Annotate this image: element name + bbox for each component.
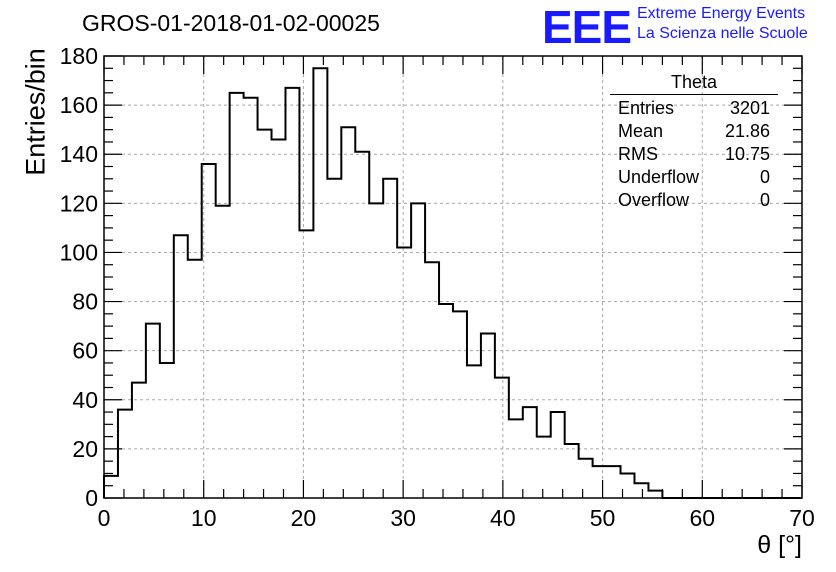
histogram-bin <box>174 235 188 498</box>
x-tick-label: 70 <box>789 505 815 531</box>
stat-value: 3201 <box>729 98 770 118</box>
stat-value: 10.75 <box>724 144 770 164</box>
x-tick-label: 40 <box>490 505 516 531</box>
histogram-bin <box>495 378 509 498</box>
stat-label: Underflow <box>618 167 700 187</box>
x-axis-label: θ [°] <box>757 531 802 559</box>
x-tick-label: 50 <box>590 505 616 531</box>
stat-value: 21.86 <box>724 121 770 141</box>
histogram-bin <box>397 248 411 498</box>
chart-title: GROS-01-2018-01-02-00025 <box>82 10 380 36</box>
histogram-bin <box>202 164 216 498</box>
histogram-bin <box>523 407 537 498</box>
histogram-bin <box>285 88 299 498</box>
histogram-bin <box>551 412 565 498</box>
histogram-bin <box>467 365 481 498</box>
stat-label: Overflow <box>618 190 690 210</box>
stat-value: 0 <box>759 167 770 187</box>
stat-label: RMS <box>618 144 658 164</box>
stat-row-overflow: Overflow 0 <box>610 189 778 212</box>
logo-caption-line1: Extreme Energy Events <box>637 5 806 22</box>
histogram-bin <box>383 179 397 498</box>
stat-label: Mean <box>618 121 664 141</box>
grid-lines <box>104 56 802 498</box>
stats-title: Theta <box>610 72 778 95</box>
plot-frame <box>103 55 803 499</box>
histogram-bin <box>146 324 160 498</box>
stat-row-entries: Entries 3201 <box>610 97 778 120</box>
histogram-bin <box>565 444 579 498</box>
x-tick-label: 20 <box>291 505 317 531</box>
eee-logo: EEE <box>542 1 632 53</box>
histogram-bin <box>230 93 244 498</box>
x-tick-label: 0 <box>98 505 111 531</box>
y-tick-label: 120 <box>60 190 98 216</box>
y-tick-label: 160 <box>60 92 98 118</box>
histogram-bin <box>216 206 230 498</box>
histogram-bin <box>607 466 621 498</box>
y-tick-label: 140 <box>60 141 98 167</box>
x-axis: 0 10 20 30 40 50 60 70 <box>98 56 815 531</box>
y-axis: 0 20 40 60 80 100 120 140 160 180 <box>60 43 802 511</box>
y-tick-label: 80 <box>72 289 98 315</box>
histogram-bin <box>648 491 662 498</box>
y-tick-label: 0 <box>85 485 98 511</box>
histogram-bin <box>411 203 425 498</box>
histogram-bin <box>509 419 523 498</box>
histogram-bin <box>258 130 272 498</box>
histogram-bin <box>327 179 341 498</box>
histogram-bin <box>481 333 495 498</box>
y-tick-label: 180 <box>60 43 98 69</box>
y-tick-label: 40 <box>72 387 98 413</box>
histogram-bin <box>272 139 286 498</box>
histogram-bin <box>593 466 607 498</box>
histogram-bin <box>634 483 648 498</box>
histogram-bin <box>537 437 551 498</box>
histogram-bin <box>439 304 453 498</box>
histogram-bin <box>313 68 327 498</box>
histogram-bin <box>621 473 635 498</box>
stat-value: 0 <box>759 190 770 210</box>
stats-box: Theta Entries 3201 Mean 21.86 RMS 10.75 … <box>610 72 778 212</box>
y-tick-label: 60 <box>72 338 98 364</box>
histogram-bin <box>244 98 258 498</box>
x-tick-label: 10 <box>191 505 217 531</box>
histogram-bin <box>341 127 355 498</box>
histogram-bin <box>579 459 593 498</box>
stat-label: Entries <box>618 98 675 118</box>
histogram-bin <box>132 383 146 498</box>
histogram-bin <box>104 476 118 498</box>
histogram-series <box>103 67 802 499</box>
stat-row-underflow: Underflow 0 <box>610 166 778 189</box>
y-tick-label: 20 <box>72 436 98 462</box>
x-tick-label: 60 <box>689 505 715 531</box>
histogram-bin <box>160 363 174 498</box>
histogram-bin <box>188 260 202 498</box>
histogram-bin <box>355 152 369 498</box>
histogram-bin <box>453 311 467 498</box>
histogram-bin <box>369 203 383 498</box>
stat-row-mean: Mean 21.86 <box>610 120 778 143</box>
logo-caption-line2: La Scienza nelle Scuole <box>637 25 808 42</box>
histogram-bin <box>425 262 439 498</box>
y-axis-label: Entries/bin <box>20 48 51 176</box>
y-tick-label: 100 <box>60 239 98 265</box>
stat-row-rms: RMS 10.75 <box>610 143 778 166</box>
histogram-bin <box>118 410 132 498</box>
x-tick-label: 30 <box>390 505 416 531</box>
histogram-bin <box>299 230 313 498</box>
